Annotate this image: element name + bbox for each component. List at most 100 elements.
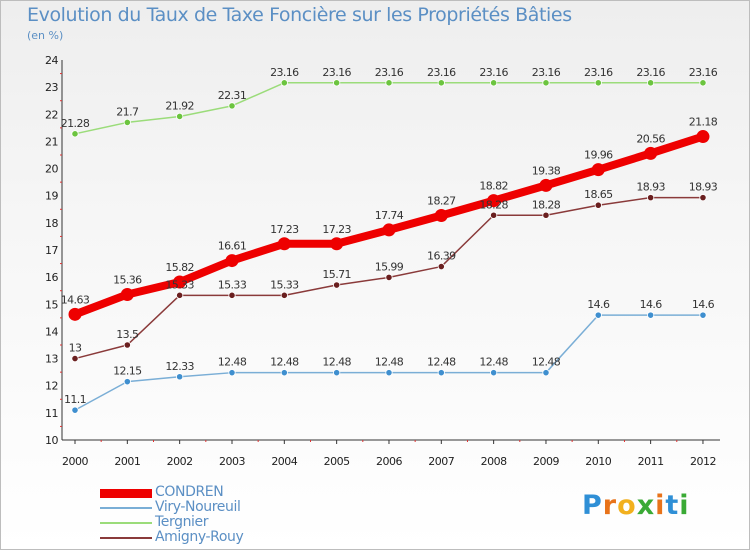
y-tick-label: 20	[45, 163, 58, 176]
legend-label: Tergnier	[155, 514, 209, 530]
data-label: 13.5	[116, 328, 139, 341]
legend-swatch	[100, 537, 152, 539]
data-label: 14.6	[587, 298, 610, 311]
data-point	[123, 118, 131, 127]
data-point	[277, 237, 291, 251]
data-label: 18.65	[584, 188, 613, 201]
y-tick-label: 21	[45, 135, 58, 148]
data-label: 18.28	[532, 198, 561, 211]
data-point	[225, 254, 239, 268]
data-point	[228, 102, 236, 110]
data-label: 14.6	[640, 298, 663, 311]
y-tick-label: 22	[45, 108, 58, 121]
x-tick-label: 2002	[167, 455, 193, 468]
data-label: 12.48	[218, 356, 247, 369]
data-label: 12.48	[427, 356, 456, 369]
data-point	[385, 273, 393, 282]
chart-unit: (en %)	[27, 29, 64, 42]
data-point	[437, 369, 445, 377]
y-tick-label: 17	[45, 244, 58, 257]
legend-item: CONDREN	[100, 484, 360, 501]
data-label: 16.61	[218, 240, 247, 253]
data-label: 12.48	[479, 356, 508, 369]
data-label: 23.16	[375, 66, 404, 79]
data-point	[330, 237, 344, 251]
y-tick-label: 11	[45, 407, 58, 420]
chart-title: Evolution du Taux de Taxe Foncière sur l…	[27, 4, 572, 26]
legend-item: Viry-Noureuil	[100, 499, 360, 516]
data-point	[120, 288, 134, 302]
logo-letter: P	[582, 490, 603, 521]
data-label: 15.33	[165, 278, 194, 291]
data-point	[699, 311, 707, 319]
data-point	[280, 291, 288, 299]
data-point	[176, 291, 184, 299]
data-point	[490, 369, 498, 377]
data-point	[542, 211, 550, 219]
data-label: 21.92	[165, 99, 194, 112]
data-label: 19.38	[532, 164, 561, 177]
data-point	[696, 130, 710, 144]
data-label: 16.39	[427, 250, 456, 263]
data-label: 15.33	[270, 278, 299, 291]
data-point	[594, 201, 602, 209]
legend-label: Viry-Noureuil	[155, 499, 241, 515]
data-label: 21.18	[689, 116, 718, 129]
data-label: 11.1	[64, 393, 86, 406]
y-tick-label: 10	[45, 434, 58, 447]
data-label: 21.28	[61, 117, 90, 130]
x-tick-label: 2009	[533, 455, 559, 468]
data-point	[280, 79, 288, 87]
data-label: 18.82	[479, 180, 508, 193]
data-label: 12.15	[113, 365, 142, 378]
data-point	[71, 130, 79, 138]
data-label: 20.56	[636, 132, 665, 145]
data-point	[280, 369, 288, 377]
legend-item: Tergnier	[100, 514, 360, 531]
data-point	[437, 79, 445, 87]
data-label: 23.16	[636, 66, 665, 79]
data-point	[123, 341, 131, 349]
data-point	[228, 291, 236, 299]
y-tick-label: 19	[45, 190, 58, 203]
data-point	[594, 79, 602, 87]
data-point	[434, 209, 448, 223]
data-point	[699, 194, 707, 202]
data-label: 18.93	[636, 181, 665, 194]
data-label: 15.99	[375, 260, 404, 273]
data-label: 14.63	[61, 293, 90, 306]
x-tick-label: 2011	[638, 455, 664, 468]
x-tick-label: 2008	[481, 455, 507, 468]
y-tick-label: 18	[45, 217, 58, 230]
x-tick-label: 2006	[376, 455, 402, 468]
data-point	[333, 281, 341, 289]
data-point	[382, 223, 396, 237]
data-label: 18.93	[689, 181, 718, 194]
data-label: 15.36	[113, 274, 142, 287]
data-label: 17.23	[322, 223, 351, 236]
data-point	[385, 369, 393, 377]
data-label: 21.7	[116, 105, 139, 118]
data-label: 13	[69, 342, 82, 355]
y-tick-label: 12	[45, 380, 58, 393]
data-label: 22.31	[218, 89, 247, 102]
data-label: 12.48	[375, 356, 404, 369]
legend-swatch	[100, 522, 152, 524]
x-tick-label: 2010	[585, 455, 611, 468]
data-point	[647, 79, 655, 87]
data-point	[173, 275, 187, 289]
x-tick-label: 2005	[324, 455, 350, 468]
data-label: 23.16	[584, 66, 613, 79]
data-point	[333, 369, 341, 377]
data-point	[542, 79, 550, 87]
data-label: 14.6	[692, 298, 715, 311]
data-point	[490, 211, 498, 219]
data-label: 18.27	[427, 195, 456, 208]
data-point	[644, 146, 658, 160]
data-label: 15.71	[322, 268, 351, 281]
data-point	[123, 378, 131, 386]
data-label: 12.48	[322, 356, 351, 369]
logo-letter: r	[602, 490, 618, 521]
data-point	[594, 311, 602, 319]
